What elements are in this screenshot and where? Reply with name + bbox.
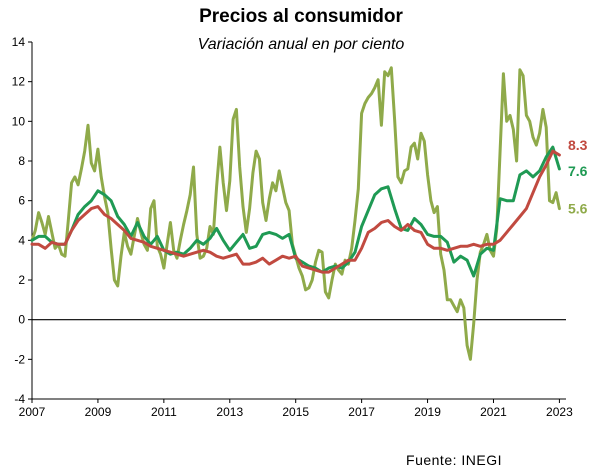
y-tick-label: 14 — [12, 35, 26, 49]
x-axis-ticks: 2007 2009 2011 2013 2015 2017 2019 2021 2023 — [19, 399, 573, 419]
chart-subtitle: Variación anual en por ciento — [197, 36, 405, 53]
x-tick-label: 2013 — [216, 405, 243, 419]
axes — [31, 42, 566, 400]
y-tick-label: 2 — [18, 273, 25, 287]
x-tick-label: 2011 — [151, 405, 177, 419]
y-tick-label: -4 — [14, 392, 25, 406]
series-line-3 — [30, 149, 561, 274]
end-label-1: 5.6 — [568, 201, 588, 217]
x-tick-label: 2007 — [19, 405, 46, 419]
x-tick-label: 2023 — [546, 405, 573, 419]
series-lines — [30, 66, 561, 361]
y-tick-label: 4 — [18, 233, 25, 247]
y-tick-label: 8 — [18, 154, 25, 168]
x-tick-label: 2019 — [414, 405, 441, 419]
series-line-1 — [30, 66, 561, 361]
chart-title: Precios al consumidor — [199, 6, 403, 27]
source-note: Fuente: INEGI — [406, 452, 502, 468]
y-tick-label: 0 — [18, 313, 25, 327]
y-axis-ticks: -4 -2 0 2 4 6 8 10 12 14 — [12, 35, 32, 406]
y-tick-label: -2 — [14, 352, 25, 366]
end-label-2: 7.6 — [568, 163, 588, 179]
x-tick-label: 2021 — [480, 405, 507, 419]
y-tick-label: 12 — [12, 75, 26, 89]
y-tick-label: 10 — [12, 114, 26, 128]
x-tick-label: 2015 — [282, 405, 309, 419]
end-label-3: 8.3 — [568, 137, 588, 153]
end-labels: 5.6 7.6 8.3 — [568, 137, 588, 217]
x-tick-label: 2009 — [85, 405, 112, 419]
x-tick-label: 2017 — [348, 405, 375, 419]
y-tick-label: 6 — [18, 194, 25, 208]
